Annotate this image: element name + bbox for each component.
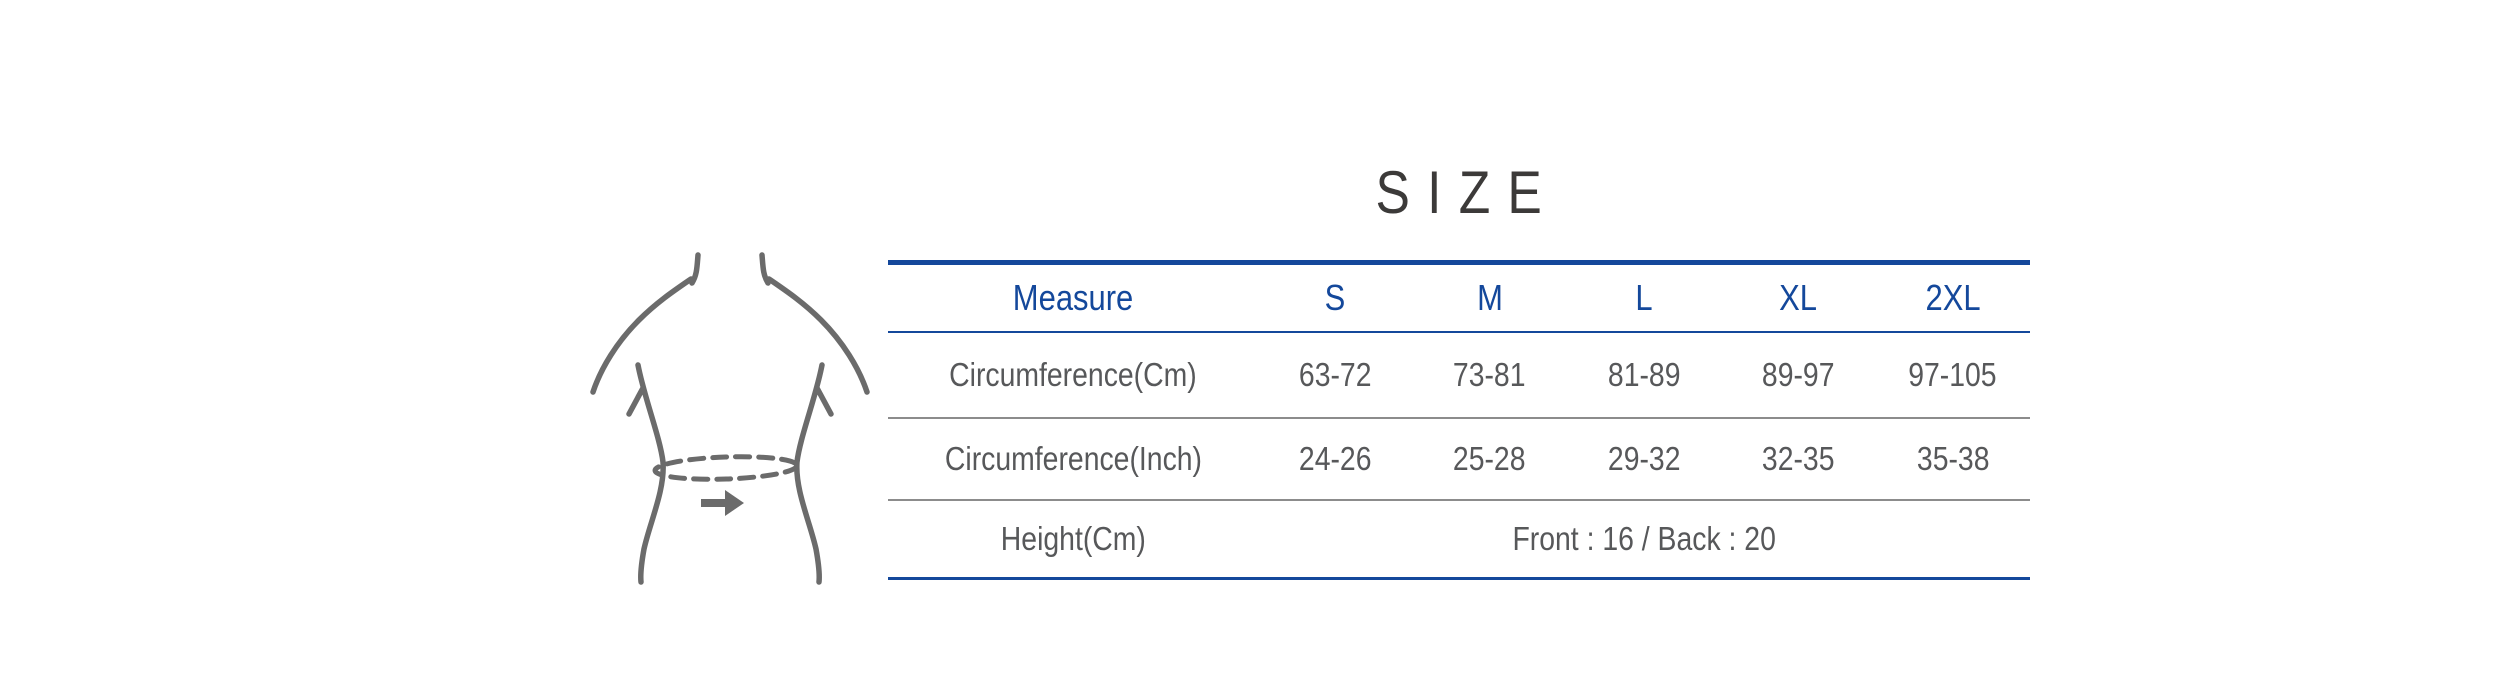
- size-table: Measure S M L XL 2XL Circumference(Cm) 6…: [888, 260, 2030, 580]
- cell-value: 35-38: [1875, 418, 2030, 501]
- header-size-m: M: [1412, 262, 1567, 333]
- cell-value: 63-72: [1258, 332, 1413, 419]
- row-label: Circumference(Inch): [888, 418, 1258, 501]
- measure-direction-arrow-icon: [701, 490, 744, 516]
- cell-value: 81-89: [1566, 332, 1722, 419]
- shoulder-arm-right: [766, 276, 870, 395]
- header-measure: Measure: [888, 262, 1258, 333]
- armpit-notch-left: [626, 385, 646, 417]
- page-title-text: SIZE: [1375, 159, 1560, 226]
- cell-value: 73-81: [1412, 332, 1567, 419]
- armpit-notch-right: [814, 385, 834, 417]
- table-row-height-cm: Height(Cm) Front : 16 / Back : 20: [888, 500, 2030, 579]
- header-size-2xl: 2XL: [1875, 262, 2030, 333]
- table-row-circumference-inch: Circumference(Inch) 24-26 25-28 29-32 32…: [888, 418, 2030, 501]
- header-row: Measure S M L XL 2XL: [888, 262, 2030, 333]
- cell-value: 25-28: [1412, 418, 1567, 501]
- page-title: SIZE: [888, 162, 2030, 224]
- cell-merged-value: Front : 16 / Back : 20: [1512, 520, 1776, 557]
- neck-line-left: [689, 252, 701, 286]
- header-size-s: S: [1258, 262, 1413, 333]
- header-size-l: L: [1566, 262, 1722, 333]
- cell-value: 29-32: [1566, 418, 1722, 501]
- waist-measurement-ellipse: [652, 454, 800, 482]
- cell-value: 32-35: [1721, 418, 1876, 501]
- row-label: Circumference(Cm): [888, 332, 1258, 419]
- shoulder-arm-left: [590, 276, 694, 395]
- table-row-circumference-cm: Circumference(Cm) 63-72 73-81 81-89 89-9…: [888, 332, 2030, 419]
- cell-value: 89-97: [1721, 332, 1876, 419]
- cell-value: 97-105: [1875, 332, 2030, 419]
- row-label: Height(Cm): [1000, 520, 1146, 557]
- header-size-xl: XL: [1721, 262, 1876, 333]
- cell-value: 24-26: [1258, 418, 1413, 501]
- torso-side-right: [794, 362, 825, 585]
- torso-side-left: [635, 362, 666, 585]
- torso-back-illustration: [590, 252, 870, 585]
- neck-line-right: [759, 252, 771, 286]
